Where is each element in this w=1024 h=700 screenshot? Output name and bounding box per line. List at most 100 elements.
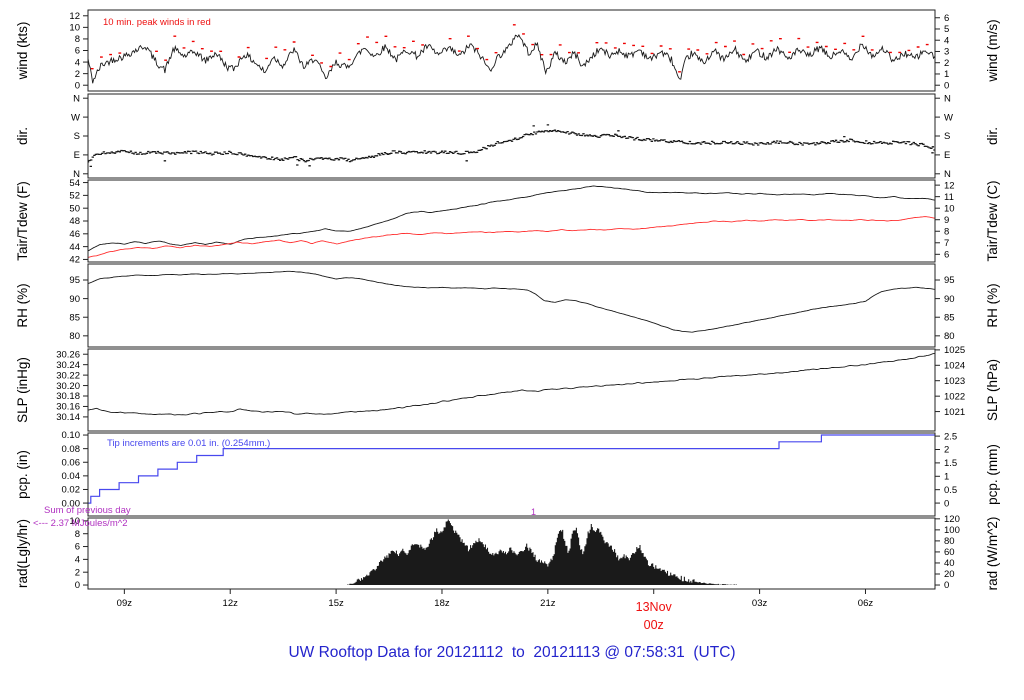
svg-text:0.08: 0.08 xyxy=(62,444,81,455)
svg-text:1: 1 xyxy=(944,471,949,482)
svg-text:30.24: 30.24 xyxy=(56,360,80,371)
x-axis: 09z 12z 15z 18z 21z 13Nov 00z 03z 06z xyxy=(117,589,874,632)
series-tdew_f xyxy=(88,216,935,258)
series-area-slp xyxy=(88,353,935,416)
svg-text:48: 48 xyxy=(69,216,80,227)
svg-text:S: S xyxy=(74,131,80,142)
panel-rh: 95 90 85 80 95 90 85 80 RH (%) RH (%) xyxy=(15,263,1000,348)
svg-text:60: 60 xyxy=(944,547,955,558)
panel-frame-rh xyxy=(87,263,936,348)
svg-text:12: 12 xyxy=(944,180,955,191)
svg-text:30.26: 30.26 xyxy=(56,349,80,360)
svg-text:1021: 1021 xyxy=(944,407,965,418)
series-rh_pct xyxy=(88,270,935,333)
chart-title: UW Rooftop Data for 20121112 to 20121113… xyxy=(288,644,736,661)
axis-title-left-dir: dir. xyxy=(15,127,30,145)
svg-text:95: 95 xyxy=(69,275,80,286)
svg-text:E: E xyxy=(74,150,80,161)
series-wind_direction xyxy=(88,124,935,168)
panel-pcp: 0.10 0.08 0.06 0.04 0.02 0.00 2.5 2 1.5 1 0.5 0 pcp.… xyxy=(15,430,1000,517)
svg-text:4: 4 xyxy=(75,57,80,68)
svg-text:40: 40 xyxy=(944,558,955,569)
svg-text:1022: 1022 xyxy=(944,391,965,402)
x-tick-label: 06z xyxy=(858,598,874,609)
panel-frame-pcp xyxy=(87,432,936,517)
axis-title-right-pcp: pcp. (mm) xyxy=(985,444,1000,505)
svg-text:54: 54 xyxy=(69,178,80,189)
annotation-pcp-0: Tip increments are 0.01 in. (0.254mm.) xyxy=(107,438,270,449)
svg-text:N: N xyxy=(944,93,951,104)
panel-frame-temp xyxy=(87,179,936,263)
svg-text:0.00: 0.00 xyxy=(62,498,81,509)
svg-text:30.16: 30.16 xyxy=(56,402,80,413)
axis-title-left-rh: RH (%) xyxy=(15,283,30,327)
svg-text:2: 2 xyxy=(944,58,949,69)
svg-text:0.10: 0.10 xyxy=(62,430,81,441)
axis-title-right-rad: rad (W/m^2) xyxy=(985,517,1000,591)
svg-text:30.14: 30.14 xyxy=(56,412,80,423)
svg-text:10: 10 xyxy=(69,516,80,527)
svg-text:85: 85 xyxy=(69,312,80,323)
svg-text:8: 8 xyxy=(944,226,949,237)
x-tick-label: 18z xyxy=(434,598,450,609)
svg-text:85: 85 xyxy=(944,312,955,323)
svg-text:9: 9 xyxy=(944,215,949,226)
svg-text:30.18: 30.18 xyxy=(56,391,80,402)
svg-text:20: 20 xyxy=(944,569,955,580)
panel-frame-rad xyxy=(87,517,936,590)
axis-title-left-slp: SLP (inHg) xyxy=(15,357,30,423)
annotation-rad-1: <--- 2.37 MJoules/m^2 xyxy=(33,518,127,529)
svg-text:30.20: 30.20 xyxy=(56,381,80,392)
svg-text:4: 4 xyxy=(944,35,949,46)
x-tick-label: 03z xyxy=(752,598,768,609)
x-tick-label: 15z xyxy=(328,598,344,609)
svg-text:120: 120 xyxy=(944,514,960,525)
axis-title-right-dir: dir. xyxy=(985,127,1000,145)
svg-text:N: N xyxy=(944,169,951,180)
svg-text:0: 0 xyxy=(75,80,80,91)
svg-text:4: 4 xyxy=(75,555,80,566)
axis-title-left-rad: rad(Lgly/hr) xyxy=(15,519,30,588)
svg-text:2: 2 xyxy=(75,567,80,578)
svg-text:8: 8 xyxy=(75,34,80,45)
svg-text:0.5: 0.5 xyxy=(944,485,957,496)
series-solar_rad xyxy=(347,519,737,585)
svg-text:1.5: 1.5 xyxy=(944,458,957,469)
x-tick-label-00z: 00z xyxy=(644,618,664,632)
svg-text:2: 2 xyxy=(944,445,949,456)
svg-text:50: 50 xyxy=(69,203,80,214)
svg-text:6: 6 xyxy=(75,46,80,57)
svg-text:90: 90 xyxy=(69,294,80,305)
series-peak_wind_10min xyxy=(90,24,929,73)
svg-text:11: 11 xyxy=(944,192,954,203)
svg-text:30.22: 30.22 xyxy=(56,370,80,381)
annotation-rad-2: 1 xyxy=(531,507,536,517)
svg-text:0: 0 xyxy=(944,80,949,91)
annotation-wind-0: 10 min. peak winds in red xyxy=(103,17,211,28)
svg-text:N: N xyxy=(73,93,80,104)
series-area-temp xyxy=(88,185,935,258)
svg-text:W: W xyxy=(944,112,953,123)
svg-text:S: S xyxy=(944,131,950,142)
svg-text:8: 8 xyxy=(75,529,80,540)
x-tick-label-date: 13Nov xyxy=(636,600,673,614)
svg-text:42: 42 xyxy=(69,255,80,266)
svg-text:0.02: 0.02 xyxy=(62,485,81,496)
axis-title-left-temp: Tair/Tdew (F) xyxy=(15,181,30,261)
svg-text:80: 80 xyxy=(69,331,80,342)
axis-title-right-temp: Tair/Tdew (C) xyxy=(985,180,1000,261)
svg-text:6: 6 xyxy=(944,13,949,24)
svg-text:6: 6 xyxy=(944,250,949,261)
panel-frame-dir xyxy=(87,93,936,179)
svg-text:5: 5 xyxy=(944,24,949,35)
series-area-dir xyxy=(88,124,935,168)
svg-text:W: W xyxy=(71,112,80,123)
svg-text:46: 46 xyxy=(69,229,80,240)
svg-text:7: 7 xyxy=(944,238,949,249)
svg-text:1025: 1025 xyxy=(944,345,965,356)
svg-text:0: 0 xyxy=(944,498,949,509)
